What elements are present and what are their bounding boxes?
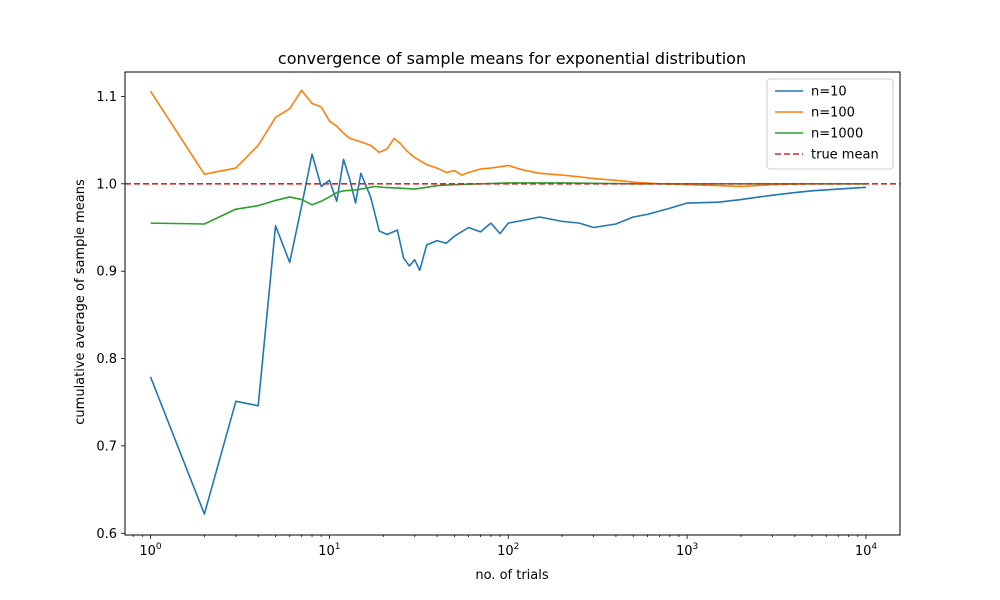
y-axis: 0.6 0.7 0.8 0.9 1.0 1.1 (96, 90, 125, 542)
y-tick-label: 0.9 (96, 265, 117, 280)
y-axis-label: cumulative average of sample means (73, 179, 88, 425)
y-tick-label: 0.6 (96, 527, 117, 542)
x-axis-label: no. of trials (475, 568, 549, 583)
y-tick-label: 0.8 (96, 352, 117, 367)
plot-area (125, 89, 900, 515)
legend: n=10 n=100 n=1000 true mean (766, 78, 894, 170)
x-tick-label: 101 (318, 542, 340, 559)
x-tick-label: 100 (139, 542, 162, 559)
y-tick-label: 1.1 (96, 90, 117, 105)
legend-label: n=100 (811, 106, 855, 121)
series-line-n-100 (149, 89, 866, 188)
x-tick-label: 102 (497, 542, 519, 559)
x-axis: 100 101 102 103 104 (132, 535, 878, 559)
x-tick-label: 104 (855, 542, 878, 559)
series-line-n-1000 (150, 182, 866, 225)
y-tick-label: 1.0 (96, 177, 117, 192)
chart-title: convergence of sample means for exponent… (278, 49, 746, 68)
y-tick-label: 0.7 (96, 439, 117, 454)
x-tick-label: 103 (676, 542, 698, 559)
legend-label: n=10 (811, 85, 847, 100)
legend-box (766, 78, 894, 170)
legend-label: n=1000 (811, 127, 863, 142)
series-line-n-10 (149, 153, 867, 515)
legend-label: true mean (811, 148, 879, 163)
axes-frame (124, 71, 901, 536)
